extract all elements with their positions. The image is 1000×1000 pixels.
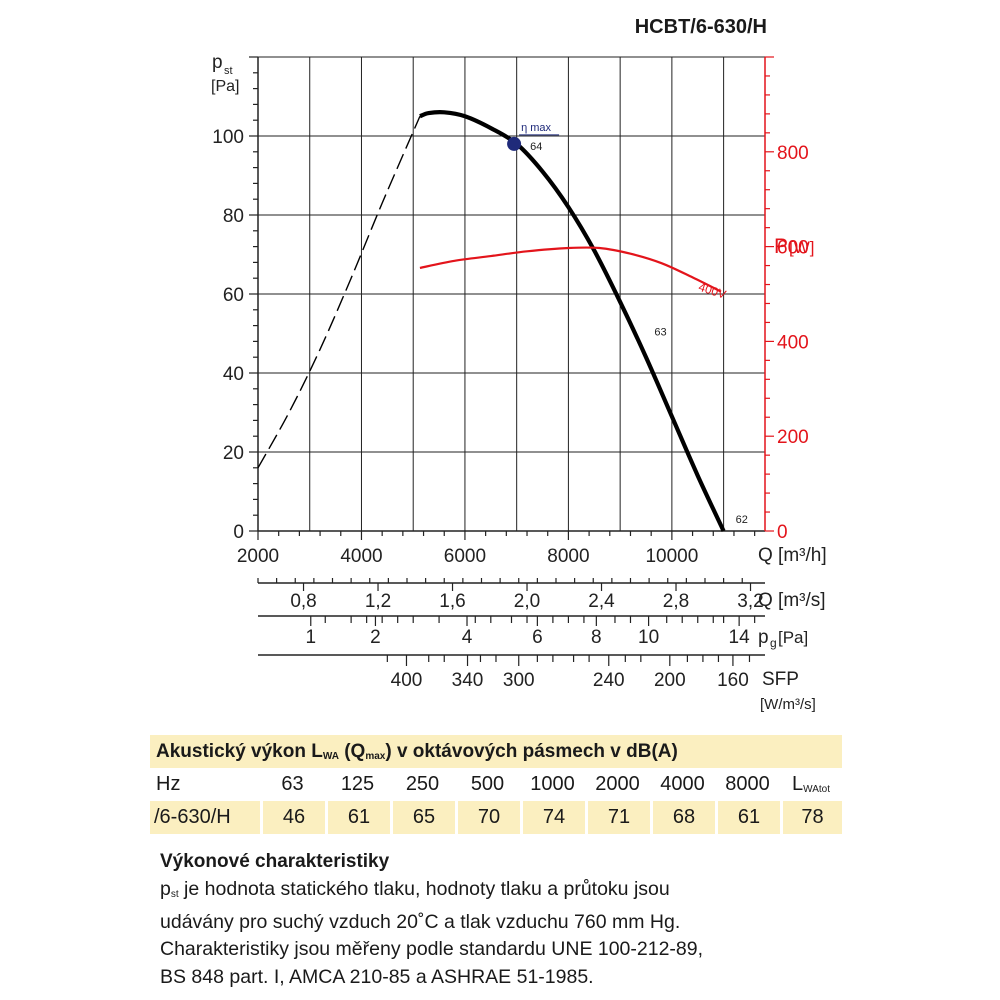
secondary-scales: 0,8 1,2 1,6 2,0 2,4 2,8 3,2 1 2 4 6 8 10 14 400 340 300 2…: [257, 578, 765, 691]
frequency-6: 4000: [660, 773, 705, 795]
scale-pg-label: 1: [305, 627, 316, 648]
scale-sfp-label: 240: [593, 670, 625, 691]
ylabel-right-main: P: [774, 235, 788, 258]
level-value-1: 61: [325, 801, 390, 834]
eta-max-marker: [507, 136, 522, 151]
total-label: LWAtot: [792, 773, 830, 795]
level-value-3: 70: [455, 801, 520, 834]
x-tick-label: 2000: [237, 546, 279, 567]
y-left-tick-label: 60: [223, 285, 244, 306]
acoustic-power-table: Akustický výkon LWA (Qmax) v oktávových …: [150, 735, 842, 834]
description-line-4: BS 848 part. I, AMCA 210-85 a ASHRAE 51-…: [160, 965, 594, 988]
curve-label-62: 62: [736, 514, 748, 526]
frequency-1: 125: [340, 773, 375, 795]
pressure-curve: [419, 110, 726, 532]
level-value-7: 61: [715, 801, 780, 834]
scale-sfp-label: 300: [503, 670, 535, 691]
y-left-tick-label: 0: [233, 522, 244, 543]
chart-grid: [258, 56, 765, 531]
curve-label-63: 63: [654, 327, 666, 339]
scale-pg-label: 10: [638, 627, 659, 648]
ylabel-left-main: p: [212, 52, 223, 73]
frequency-7: 8000: [725, 773, 770, 795]
chart-model-title: HCBT/6-630/H: [634, 16, 767, 38]
scale-qs-label: 0,8: [290, 591, 316, 612]
x-tick-label: 8000: [547, 546, 589, 567]
performance-description: Výkonové charakteristiky pst je hodnota …: [160, 848, 860, 991]
y-right-tick-label: 600: [777, 238, 809, 259]
level-value-6: 68: [650, 801, 715, 834]
values-row: /6-630/H 46 61 65 70 74 71 68 61 78: [150, 801, 842, 834]
pressure-curve-unstable: [257, 115, 421, 469]
scale-pg-label: 2: [370, 627, 381, 648]
xlabel-pg-unit: [Pa]: [778, 628, 808, 647]
scale-sfp-label: 200: [654, 670, 686, 691]
ylabel-right-unit: [W]: [789, 238, 815, 257]
xlabel-qs: Q [m³/s]: [758, 590, 826, 611]
scale-sfp-label: 160: [717, 670, 749, 691]
xlabel-pg-main: p: [758, 627, 769, 648]
y-left-tick-label: 20: [223, 443, 244, 464]
x-tick-label: 6000: [444, 546, 486, 567]
model-row-label: /6-630/H: [154, 806, 231, 828]
x-tick-label: 4000: [340, 546, 382, 567]
scale-sfp-label: 340: [452, 670, 484, 691]
xlabel-sfp-unit: [W/m³/s]: [760, 696, 816, 713]
hz-label: Hz: [156, 773, 181, 795]
level-value-5: 71: [585, 801, 650, 834]
eta-max-label: η max: [521, 122, 551, 134]
curve-label-64: 64: [530, 141, 542, 153]
y-left-tick-label: 80: [223, 206, 244, 227]
scale-qs-label: 2,4: [588, 591, 615, 612]
xlabel-sfp: SFP: [762, 669, 799, 690]
xlabel-pg-sub: g: [770, 636, 777, 650]
description-line-1: pst je hodnota statického tlaku, hodnoty…: [160, 878, 670, 900]
scale-qs-label: 3,2: [737, 591, 763, 612]
y-right-tick-label: 200: [777, 427, 809, 448]
scale-qs-label: 1,6: [439, 591, 465, 612]
ylabel-left-sub: st: [224, 65, 233, 77]
description-line-3: Charakteristiky jsou měřeny podle standa…: [160, 938, 704, 960]
acoustic-title-row: Akustický výkon LWA (Qmax) v oktávových …: [150, 735, 842, 768]
description-title: Výkonové charakteristiky: [160, 851, 390, 872]
frequency-2: 250: [405, 773, 440, 795]
ylabel-left-unit: [Pa]: [211, 78, 239, 95]
acoustic-title: Akustický výkon LWA (Qmax) v oktávových …: [156, 740, 678, 762]
scale-sfp-label: 400: [391, 670, 423, 691]
scale-pg-label: 6: [532, 627, 543, 648]
level-value-2: 65: [390, 801, 455, 834]
chart-tick-labels: 0 20 40 60 80 100 0 200 400 600 800 2000 4000 6000 800…: [212, 127, 808, 567]
x-tick-label: 10000: [645, 546, 698, 567]
scale-qs-label: 2,0: [514, 591, 540, 612]
y-left-tick-label: 40: [223, 364, 244, 385]
xlabel-qh: Q [m³/h]: [758, 545, 827, 566]
axis-labels: p st [Pa] P [W] Q [m³/h] Q [m³/s] p g [P…: [211, 52, 827, 713]
scale-qs-label: 2,8: [663, 591, 689, 612]
y-left-tick-label: 100: [212, 127, 244, 148]
description-line-2: udávány pro suchý vzduch 20˚C a tlak vzd…: [160, 910, 681, 933]
y-right-tick-label: 800: [777, 143, 809, 164]
scale-qs-label: 1,2: [365, 591, 391, 612]
y-right-tick-label: 400: [777, 332, 809, 353]
frequency-row: Hz 63 125 250 500 1000 2000 4000 8000 LWAtot: [150, 768, 842, 801]
chart-axes: [249, 56, 774, 540]
scale-pg-label: 8: [591, 627, 602, 648]
scale-pg-label: 14: [729, 627, 751, 648]
total-value: 78: [780, 801, 842, 834]
frequency-5: 2000: [595, 773, 640, 795]
power-curve-400v: [419, 246, 722, 293]
frequency-0: 63: [281, 773, 304, 795]
y-right-tick-label: 0: [777, 522, 788, 543]
level-value-4: 74: [520, 801, 585, 834]
level-value-0: 46: [260, 801, 325, 834]
scale-pg-label: 4: [462, 627, 473, 648]
frequency-3: 500: [470, 773, 505, 795]
frequency-4: 1000: [530, 773, 575, 795]
